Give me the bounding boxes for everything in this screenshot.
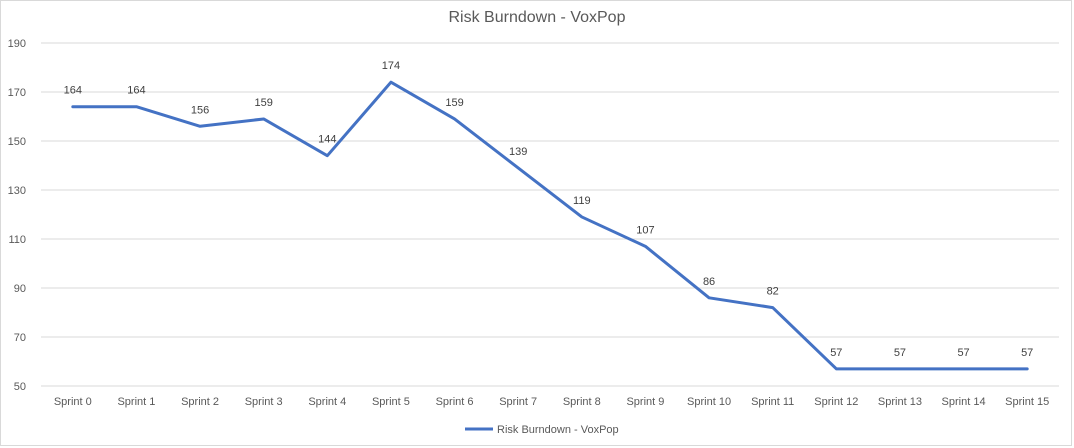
data-label: 159 bbox=[255, 97, 273, 109]
y-axis-labels: 50 70 90 110 130 150 170 190 bbox=[8, 38, 26, 393]
chart-title: Risk Burndown - VoxPop bbox=[449, 9, 626, 26]
data-label: 82 bbox=[767, 286, 779, 298]
y-tick-label: 50 bbox=[14, 381, 26, 393]
x-tick-label: Sprint 14 bbox=[942, 396, 986, 408]
x-tick-label: Sprint 9 bbox=[626, 396, 664, 408]
x-tick-label: Sprint 0 bbox=[54, 396, 92, 408]
legend: Risk Burndown - VoxPop bbox=[465, 424, 619, 436]
x-tick-label: Sprint 2 bbox=[181, 396, 219, 408]
x-tick-label: Sprint 12 bbox=[814, 396, 858, 408]
data-label: 164 bbox=[64, 85, 82, 97]
y-tick-label: 130 bbox=[8, 185, 26, 197]
y-tick-label: 150 bbox=[8, 136, 26, 148]
x-tick-label: Sprint 13 bbox=[878, 396, 922, 408]
x-axis-labels: Sprint 0 Sprint 1 Sprint 2 Sprint 3 Sprint 4… bbox=[54, 396, 1049, 408]
data-label: 86 bbox=[703, 276, 715, 288]
y-tick-label: 190 bbox=[8, 38, 26, 50]
data-label: 119 bbox=[573, 195, 591, 207]
data-label: 57 bbox=[894, 347, 906, 359]
y-tick-label: 70 bbox=[14, 332, 26, 344]
x-tick-label: Sprint 1 bbox=[117, 396, 155, 408]
data-label: 156 bbox=[191, 104, 209, 116]
x-tick-label: Sprint 4 bbox=[308, 396, 346, 408]
x-tick-label: Sprint 15 bbox=[1005, 396, 1049, 408]
series-line bbox=[71, 80, 1029, 371]
x-tick-label: Sprint 6 bbox=[436, 396, 474, 408]
y-tick-label: 110 bbox=[8, 234, 26, 246]
y-tick-label: 170 bbox=[8, 87, 26, 99]
x-tick-label: Sprint 8 bbox=[563, 396, 601, 408]
data-label: 174 bbox=[382, 60, 400, 72]
data-label: 107 bbox=[636, 224, 654, 236]
x-tick-label: Sprint 11 bbox=[751, 396, 794, 408]
x-tick-label: Sprint 7 bbox=[499, 396, 537, 408]
x-tick-label: Sprint 5 bbox=[372, 396, 410, 408]
x-tick-label: Sprint 3 bbox=[245, 396, 283, 408]
data-label: 144 bbox=[318, 134, 336, 146]
x-tick-label: Sprint 10 bbox=[687, 396, 731, 408]
y-tick-label: 90 bbox=[14, 283, 26, 295]
data-label: 57 bbox=[830, 347, 842, 359]
grid-layer bbox=[41, 42, 1059, 387]
data-labels: 164 164 156 159 144 174 159 139 119 107 86 82 57 57 57… bbox=[64, 60, 1034, 359]
data-label: 159 bbox=[445, 97, 463, 109]
data-label: 164 bbox=[127, 85, 145, 97]
data-label: 139 bbox=[509, 146, 527, 158]
data-label: 57 bbox=[957, 347, 969, 359]
series-layer bbox=[71, 80, 1029, 371]
legend-label: Risk Burndown - VoxPop bbox=[497, 424, 619, 436]
data-label: 57 bbox=[1021, 347, 1033, 359]
